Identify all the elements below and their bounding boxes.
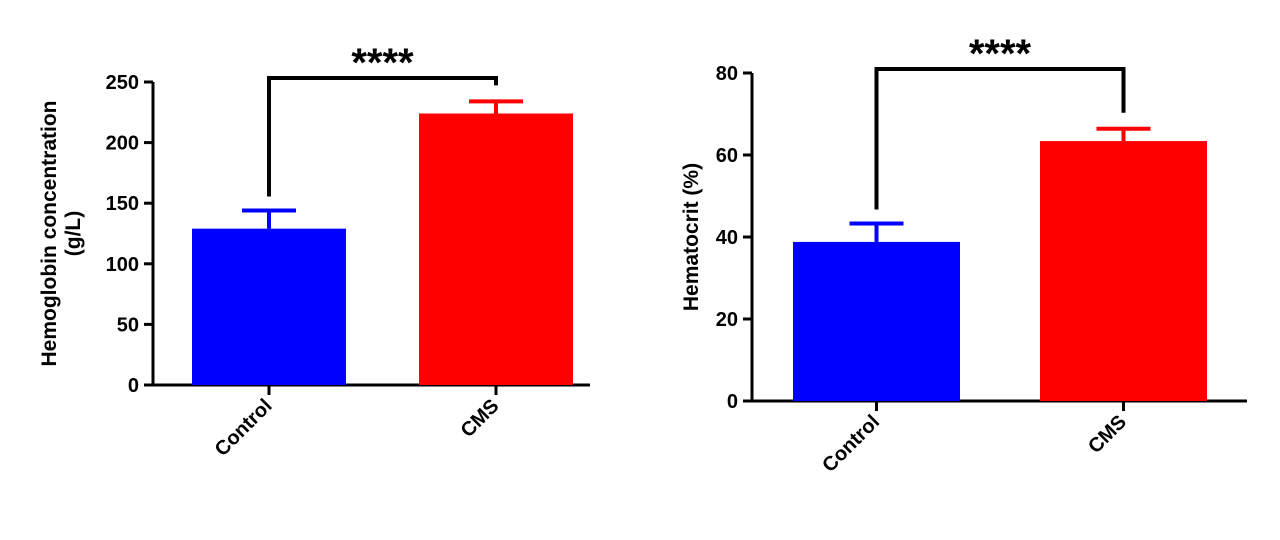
bar bbox=[192, 228, 346, 385]
y-tick-label: 60 bbox=[716, 145, 738, 167]
y-tick-label: 200 bbox=[106, 133, 139, 155]
y-tick-label: 50 bbox=[117, 314, 139, 336]
bar bbox=[793, 241, 960, 401]
x-tick-label: Control bbox=[211, 395, 277, 461]
bar bbox=[1040, 141, 1207, 401]
y-tick-label: 150 bbox=[106, 193, 139, 215]
significance-bracket bbox=[874, 67, 1126, 210]
y-tick-label: 0 bbox=[128, 375, 139, 397]
y-axis-label: Hemoglobin concentration bbox=[38, 100, 61, 366]
x-tick-label: Control bbox=[818, 411, 884, 477]
y-tick-label: 40 bbox=[716, 227, 738, 249]
y-tick-label: 100 bbox=[106, 254, 139, 276]
y-axis-label: (g/L) bbox=[62, 211, 85, 256]
bar bbox=[419, 113, 573, 386]
significance-label: **** bbox=[351, 41, 414, 85]
y-tick-label: 0 bbox=[727, 391, 738, 413]
x-tick-label: CMS bbox=[1084, 411, 1131, 458]
y-tick-label: 80 bbox=[716, 63, 738, 85]
y-axis-label: Hematocrit (%) bbox=[680, 163, 703, 311]
significance-label: **** bbox=[969, 32, 1032, 76]
y-tick-label: 250 bbox=[106, 72, 139, 94]
y-tick-label: 20 bbox=[716, 309, 738, 331]
x-tick-label: CMS bbox=[457, 395, 504, 442]
significance-bracket bbox=[267, 76, 498, 197]
